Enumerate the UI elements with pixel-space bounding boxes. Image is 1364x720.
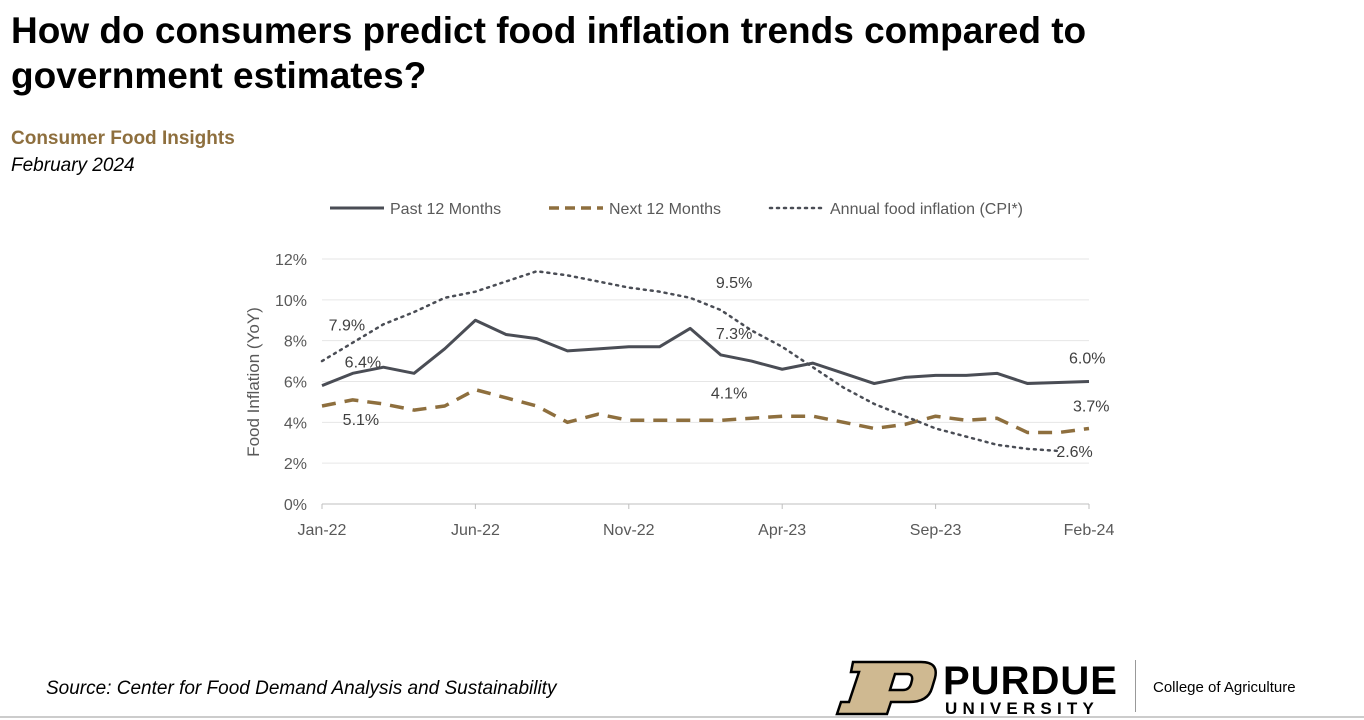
- data-label: 7.3%: [716, 326, 752, 343]
- subtitle: Consumer Food Insights: [11, 128, 235, 149]
- legend-label: Next 12 Months: [609, 201, 721, 218]
- data-label: 4.1%: [711, 385, 747, 402]
- y-tick-label: 10%: [275, 293, 307, 310]
- series-line-0: [321, 318, 1090, 387]
- x-tick-label: Nov-22: [603, 522, 655, 539]
- x-tick-label: Jan-22: [298, 522, 347, 539]
- data-label: 9.5%: [716, 275, 752, 292]
- y-axis-label: Food Inflation (YoY): [244, 307, 263, 457]
- logo-divider: [1135, 660, 1136, 712]
- footer-rule: [0, 716, 1364, 718]
- purdue-logo: PURDUE UNIVERSITY: [835, 659, 1118, 716]
- data-label: 2.6%: [1056, 444, 1092, 461]
- y-tick-label: 12%: [275, 252, 307, 269]
- x-tick-label: Feb-24: [1064, 522, 1115, 539]
- series-line-1: [321, 387, 1090, 435]
- data-label: 7.9%: [329, 318, 365, 335]
- report-date: February 2024: [11, 155, 135, 176]
- legend-label: Past 12 Months: [390, 201, 501, 218]
- x-tick-label: Apr-23: [758, 522, 806, 539]
- data-label: 6.4%: [345, 354, 381, 371]
- data-label: 5.1%: [343, 412, 379, 429]
- y-tick-label: 4%: [284, 415, 307, 432]
- x-tick-label: Sep-23: [910, 522, 962, 539]
- y-tick-label: 6%: [284, 375, 307, 392]
- college-name: College of Agriculture: [1153, 679, 1296, 696]
- purdue-p-icon: [835, 660, 937, 716]
- x-tick-label: Jun-22: [451, 522, 500, 539]
- line-chart: 0% 2% 4% 6% 8% 10% 12% Jan-22 Jun-22 Nov-22 Apr-23…: [244, 201, 1115, 539]
- source-note: Source: Center for Food Demand Analysis …: [46, 678, 557, 699]
- y-tick-label: 8%: [284, 334, 307, 351]
- y-tick-label: 0%: [284, 497, 307, 514]
- legend-label: Annual food inflation (CPI*): [830, 201, 1023, 218]
- page-title: How do consumers predict food inflation …: [11, 10, 1087, 96]
- svg-text:PURDUE: PURDUE: [943, 659, 1118, 703]
- data-label: 6.0%: [1069, 351, 1105, 368]
- series-line-2: [320, 270, 1060, 453]
- data-label: 3.7%: [1073, 398, 1109, 415]
- y-tick-label: 2%: [284, 456, 307, 473]
- svg-text:UNIVERSITY: UNIVERSITY: [945, 699, 1099, 716]
